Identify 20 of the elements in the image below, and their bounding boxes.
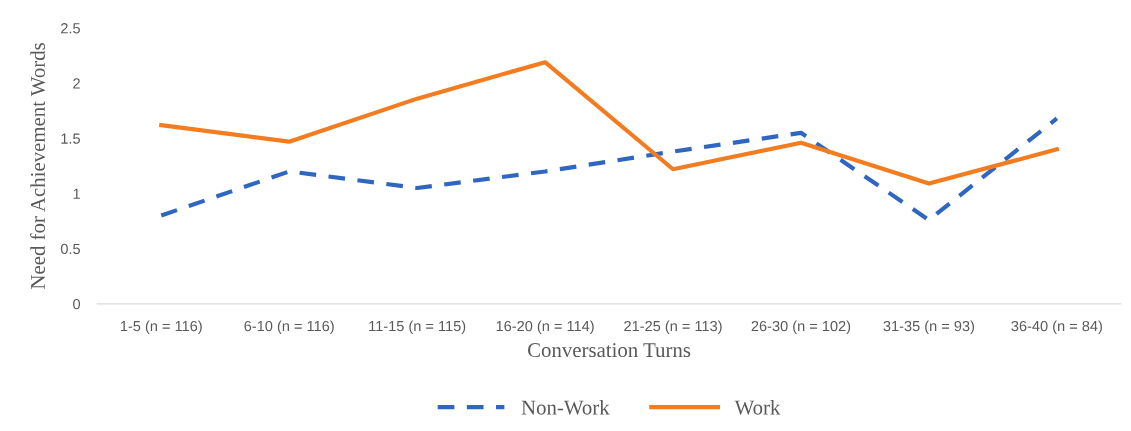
y-tick-label: 0.5 bbox=[60, 243, 80, 255]
line-series bbox=[159, 60, 1059, 186]
legend-label: Non-Work bbox=[521, 399, 610, 415]
y-tick-label: 2.5 bbox=[61, 23, 80, 34]
y-axis-title: Need for Achievement Words bbox=[30, 43, 46, 289]
x-tick-label: 16-20 (n = 114) bbox=[496, 320, 594, 335]
legend-label: Work bbox=[734, 399, 781, 415]
x-tick-label: 1-5 (n = 116) bbox=[120, 320, 202, 335]
line-series bbox=[159, 116, 1059, 223]
y-tick-label: 2 bbox=[73, 78, 80, 89]
x-tick-label: 31-35 (n = 93) bbox=[883, 320, 975, 335]
y-tick-label: 0 bbox=[73, 298, 81, 310]
x-tick-label: 6-10 (n = 116) bbox=[244, 320, 334, 335]
x-tick-label: 21-25 (n = 113) bbox=[624, 320, 722, 335]
x-axis-title: Conversation Turns bbox=[527, 343, 691, 358]
x-tick-label: 11-15 (n = 115) bbox=[369, 320, 466, 335]
x-tick-label: 26-30 (n = 102) bbox=[751, 320, 851, 335]
y-tick-label: 1.5 bbox=[61, 133, 80, 144]
x-tick-label: 36-40 (n = 84) bbox=[1011, 320, 1102, 335]
y-tick-label: 1 bbox=[73, 188, 80, 199]
